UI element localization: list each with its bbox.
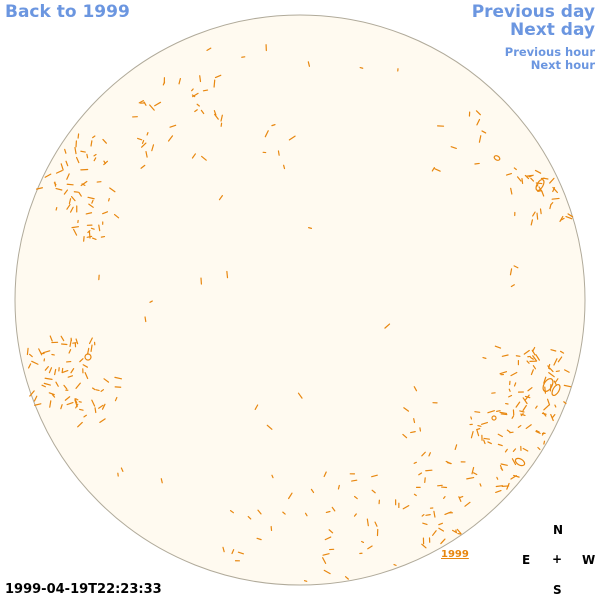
compass-west: W [582,553,596,567]
back-to-year-link[interactable]: Back to 1999 [5,2,130,22]
compass-north: N [553,523,564,537]
observation-timestamp: 1999-04-19T22:23:33 [5,582,162,597]
magnetic-contours [26,44,574,582]
next-hour-link[interactable]: Next hour [530,58,595,72]
year-link[interactable]: 1999 [441,549,469,560]
compass-south: S [553,583,562,597]
next-day-link[interactable]: Next day [510,20,595,40]
compass-east: E [522,553,531,567]
previous-day-link[interactable]: Previous day [471,2,595,22]
previous-hour-link[interactable]: Previous hour [504,45,595,59]
solar-disk [14,14,586,586]
compass-center: + [552,552,563,566]
